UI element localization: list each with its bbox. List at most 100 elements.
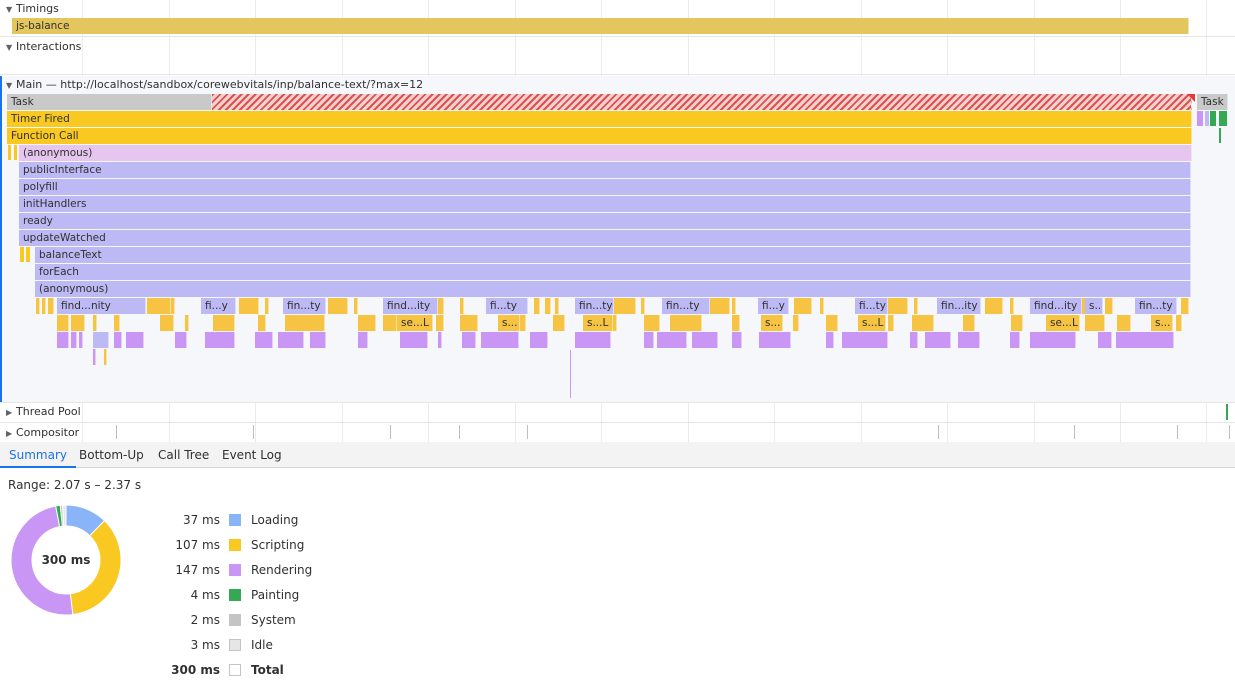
performance-flame-chart[interactable]: ▼ Timings js-balance ▼ Interactions ▼ Main … [0, 0, 1235, 442]
init-handlers-bar[interactable]: initHandlers [19, 196, 1191, 212]
expand-triangle-icon[interactable]: ▼ [6, 43, 13, 52]
flame-y-block[interactable] [794, 298, 812, 314]
flame-y-block[interactable] [553, 315, 565, 331]
s-block[interactable]: s... [761, 315, 783, 331]
flame-y-block[interactable] [793, 315, 799, 331]
polyfill-bar[interactable]: polyfill [19, 179, 1191, 195]
flame-y-block[interactable] [914, 298, 918, 314]
flame-y-block[interactable] [328, 298, 348, 314]
find-block[interactable]: fi...y [201, 298, 236, 314]
flame-y-block[interactable] [912, 315, 934, 331]
flame-render-block[interactable] [530, 332, 548, 348]
flame-render-block[interactable] [644, 332, 654, 348]
flame-render-block[interactable] [93, 349, 96, 365]
flame-y-block[interactable] [358, 315, 376, 331]
balance-text-bar[interactable]: balanceText [35, 247, 1191, 263]
find-block[interactable]: find...ity [1030, 298, 1082, 314]
flame-render-block[interactable] [438, 332, 442, 348]
flame-render-block[interactable] [958, 332, 980, 348]
flame-y-block[interactable] [285, 315, 325, 331]
find-block[interactable]: find...ity [383, 298, 438, 314]
flame-y-block[interactable] [48, 298, 54, 314]
timing-bar[interactable]: js-balance [12, 18, 1189, 34]
flame-y-block[interactable] [354, 298, 358, 314]
flame-render-block[interactable] [400, 332, 428, 348]
flame-y-block[interactable] [460, 298, 464, 314]
flame-y-block[interactable] [1010, 298, 1014, 314]
flame-y-block[interactable] [42, 298, 46, 314]
flame-y-block[interactable] [1105, 298, 1113, 314]
anonymous-inner-bar[interactable]: (anonymous) [35, 281, 1191, 297]
flame-y-block[interactable] [670, 315, 702, 331]
flame-render-block[interactable] [79, 332, 83, 348]
main-track-header[interactable]: ▼ Main — http://localhost/sandbox/coreweb… [6, 77, 423, 93]
task-bar-right[interactable]: Task [1197, 94, 1228, 110]
timer-fired-bar[interactable]: Timer Fired [7, 111, 1192, 127]
collapse-triangle-icon[interactable]: ▶ [6, 408, 13, 417]
flame-y-block[interactable] [732, 315, 740, 331]
flame-y-block[interactable] [1011, 315, 1023, 331]
tab-event-log[interactable]: Event Log [222, 448, 282, 462]
ready-bar[interactable]: ready [19, 213, 1191, 229]
compositor-track-header[interactable]: ▶ Compositor [6, 425, 79, 441]
expand-triangle-icon[interactable]: ▼ [6, 81, 13, 90]
flame-y-block[interactable] [985, 298, 1003, 314]
flame-y-block[interactable] [239, 298, 259, 314]
s-block[interactable]: se...L [397, 315, 433, 331]
flame-render-block[interactable] [57, 332, 69, 348]
flame-y-block[interactable] [1117, 315, 1131, 331]
flame-render-block[interactable] [310, 332, 326, 348]
flame-render-block[interactable] [205, 332, 235, 348]
s-block[interactable]: se...L [1046, 315, 1080, 331]
find-block[interactable]: find...nity [57, 298, 146, 314]
flame-y-block[interactable] [826, 315, 838, 331]
flame-y-block[interactable] [820, 298, 824, 314]
flame-y-block[interactable] [732, 298, 736, 314]
collapse-triangle-icon[interactable]: ▶ [6, 429, 13, 438]
flame-y-block[interactable] [888, 298, 908, 314]
flame-render-block[interactable] [126, 332, 144, 348]
flame-y-block[interactable] [708, 298, 730, 314]
anonymous-bar[interactable]: (anonymous) [19, 145, 1192, 161]
flame-y-block[interactable] [614, 298, 636, 314]
flame-y-block[interactable] [265, 298, 269, 314]
timings-track-header[interactable]: ▼ Timings [6, 1, 59, 17]
s-block[interactable]: s... [498, 315, 520, 331]
flame-y-block[interactable] [436, 315, 444, 331]
flame-y-block[interactable] [436, 298, 444, 314]
flame-y-block[interactable] [963, 315, 975, 331]
flame-render-block[interactable] [278, 332, 304, 348]
flame-y-block[interactable] [888, 315, 894, 331]
public-interface-bar[interactable]: publicInterface [19, 162, 1191, 178]
flame-render-block[interactable] [732, 332, 742, 348]
flame-y-block[interactable] [258, 315, 266, 331]
flame-render-block[interactable] [71, 332, 77, 348]
update-watched-bar[interactable]: updateWatched [19, 230, 1191, 246]
expand-triangle-icon[interactable]: ▼ [6, 5, 13, 14]
flame-render-block[interactable] [175, 332, 187, 348]
flame-render-block[interactable] [1098, 332, 1112, 348]
find-block[interactable]: s... [1085, 298, 1103, 314]
flame-y-block[interactable] [93, 315, 97, 331]
s-block[interactable]: s...L [858, 315, 886, 331]
tab-summary[interactable]: Summary [0, 442, 76, 468]
flame-y-block[interactable] [460, 315, 478, 331]
flame-render-block[interactable] [481, 332, 519, 348]
flame-y-block[interactable] [71, 315, 85, 331]
flame-y-block[interactable] [520, 315, 526, 331]
flame-y-block[interactable] [185, 315, 189, 331]
tab-call-tree[interactable]: Call Tree [158, 448, 210, 462]
flame-render-block[interactable] [1010, 332, 1020, 348]
flame-render-block[interactable] [842, 332, 888, 348]
flame-render-block[interactable] [925, 332, 951, 348]
flame-y-block[interactable] [545, 298, 551, 314]
flame-render-block[interactable] [575, 332, 611, 348]
flame-y-block[interactable] [555, 298, 559, 314]
flame-y-block[interactable] [114, 315, 120, 331]
find-block[interactable]: fi...ty [855, 298, 888, 314]
flame-block[interactable] [93, 332, 109, 348]
flame-render-block[interactable] [692, 332, 718, 348]
long-task-overage[interactable] [212, 94, 1192, 110]
flame-y-block[interactable] [1181, 298, 1189, 314]
flame-y-block[interactable] [644, 315, 660, 331]
